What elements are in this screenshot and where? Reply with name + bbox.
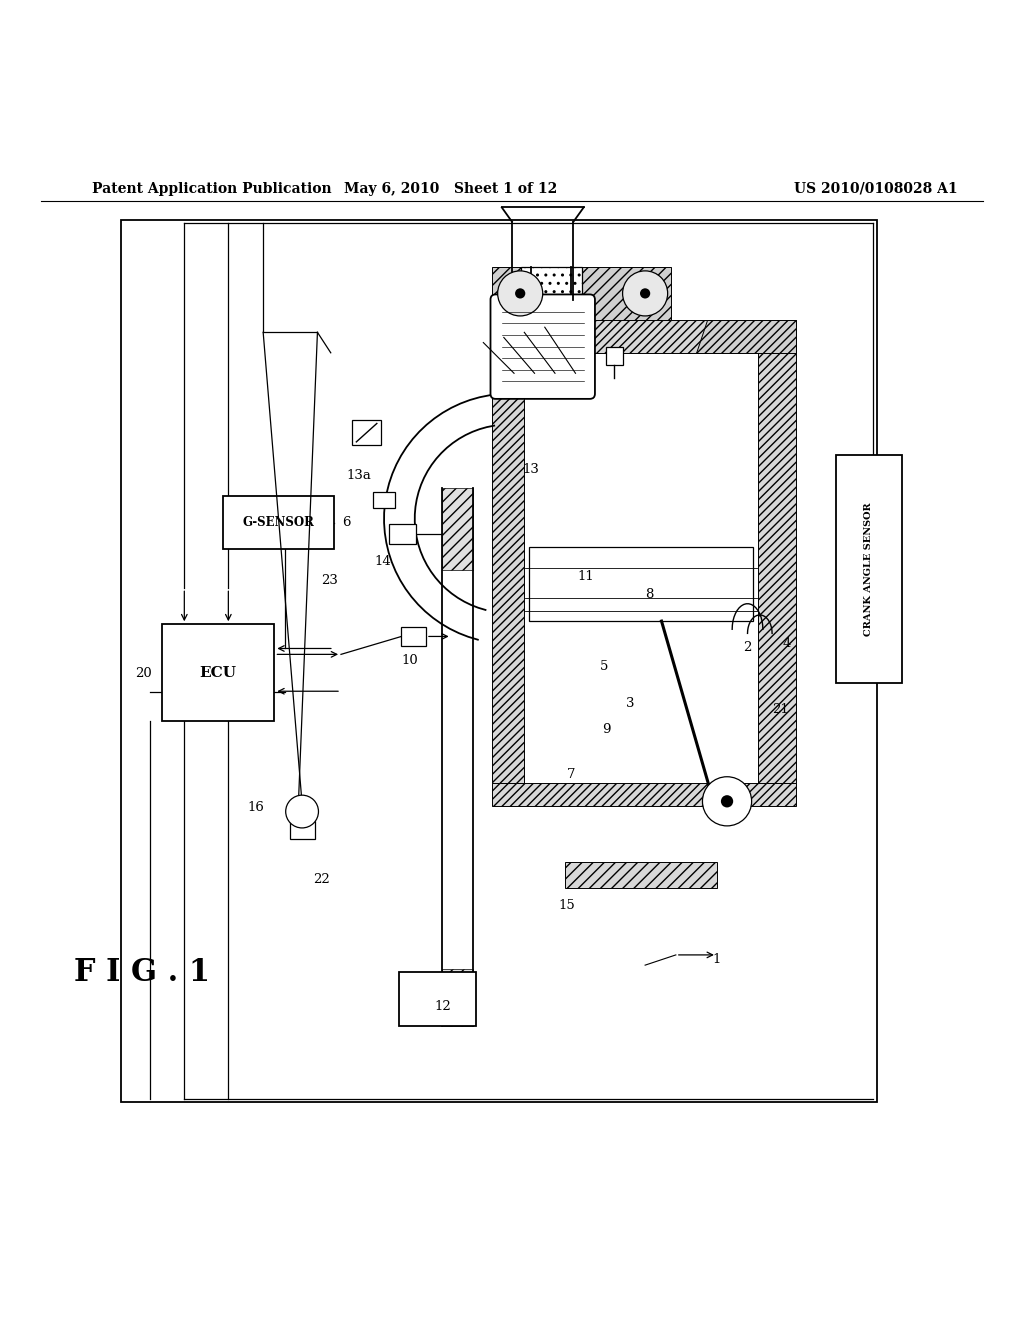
- Text: Patent Application Publication: Patent Application Publication: [92, 182, 332, 195]
- Text: 16: 16: [248, 801, 264, 814]
- Text: US 2010/0108028 A1: US 2010/0108028 A1: [794, 182, 957, 195]
- Text: 21: 21: [772, 702, 788, 715]
- Bar: [565, 862, 717, 888]
- Bar: [290, 821, 315, 840]
- Bar: [442, 969, 473, 1026]
- Text: 22: 22: [313, 873, 330, 886]
- Text: 7: 7: [567, 768, 575, 781]
- Bar: [836, 455, 902, 682]
- Bar: [492, 352, 524, 783]
- Text: 9: 9: [602, 723, 610, 737]
- Bar: [389, 524, 416, 544]
- Text: 5: 5: [600, 660, 608, 673]
- Text: G-SENSOR: G-SENSOR: [243, 516, 314, 529]
- Polygon shape: [521, 267, 582, 395]
- Text: 4: 4: [782, 638, 791, 651]
- Text: ECU: ECU: [200, 665, 237, 680]
- Text: 8: 8: [645, 587, 653, 601]
- Text: 14: 14: [375, 556, 391, 568]
- Text: 1: 1: [713, 953, 721, 965]
- Bar: [529, 548, 753, 622]
- Circle shape: [498, 271, 543, 315]
- Text: 10: 10: [401, 653, 418, 667]
- Text: 12: 12: [434, 999, 451, 1012]
- Polygon shape: [696, 319, 796, 352]
- Circle shape: [721, 795, 733, 808]
- Circle shape: [515, 288, 525, 298]
- Bar: [223, 496, 334, 549]
- Circle shape: [286, 795, 318, 828]
- FancyBboxPatch shape: [490, 294, 595, 399]
- Bar: [442, 488, 473, 570]
- Bar: [162, 624, 274, 722]
- Text: 13a: 13a: [346, 469, 371, 482]
- Text: May 6, 2010   Sheet 1 of 12: May 6, 2010 Sheet 1 of 12: [344, 182, 557, 195]
- Bar: [492, 319, 796, 352]
- Text: F I G . 1: F I G . 1: [74, 957, 210, 987]
- Circle shape: [640, 288, 650, 298]
- Bar: [121, 219, 877, 1102]
- Circle shape: [702, 776, 752, 826]
- Text: 13: 13: [522, 463, 539, 477]
- Text: 6: 6: [342, 516, 350, 529]
- Bar: [373, 492, 395, 508]
- Bar: [492, 783, 796, 805]
- Bar: [492, 267, 671, 319]
- Bar: [399, 973, 476, 1026]
- Bar: [352, 420, 381, 445]
- Polygon shape: [492, 319, 563, 352]
- Text: 3: 3: [626, 697, 634, 710]
- Text: 20: 20: [135, 667, 152, 680]
- Text: 23: 23: [322, 574, 338, 586]
- Bar: [758, 352, 796, 783]
- Text: CRANK ANGLE SENSOR: CRANK ANGLE SENSOR: [864, 502, 873, 636]
- Text: 2: 2: [743, 642, 752, 655]
- Bar: [606, 347, 623, 366]
- Text: 11: 11: [578, 569, 594, 582]
- Bar: [401, 627, 426, 645]
- Circle shape: [623, 271, 668, 315]
- Text: 15: 15: [559, 899, 575, 912]
